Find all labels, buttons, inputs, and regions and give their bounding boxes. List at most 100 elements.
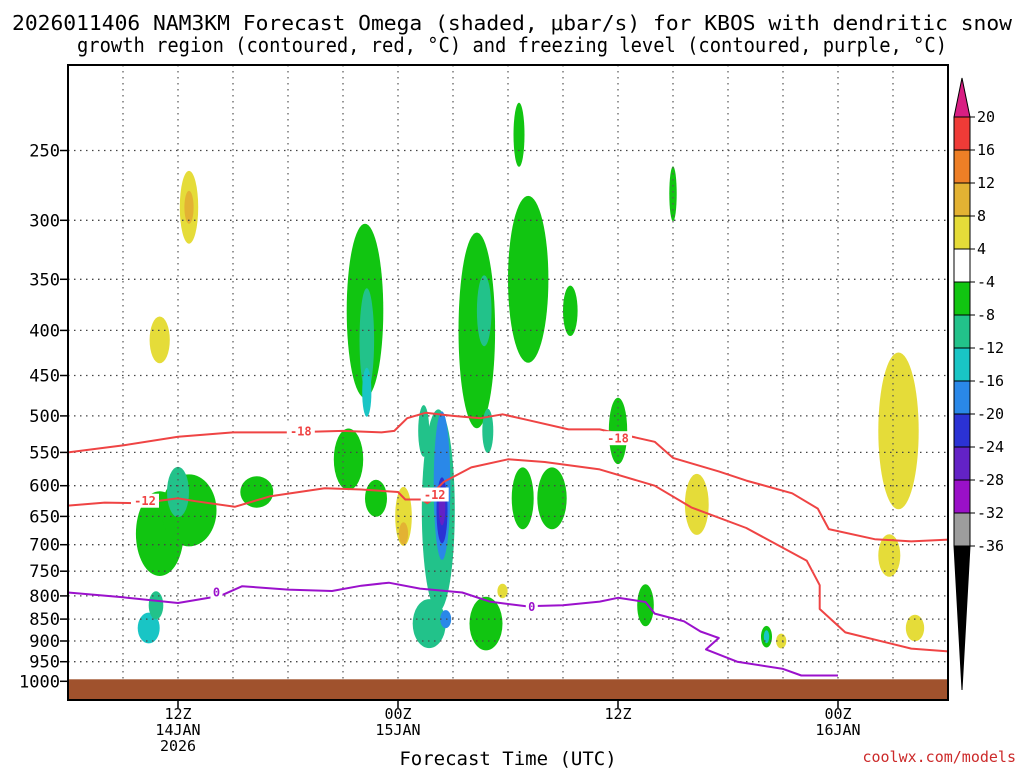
- colorbar-bin-8: [953, 347, 971, 382]
- terrain-fill: [68, 679, 948, 700]
- colorbar-bin-6: [953, 281, 971, 316]
- colorbar-label-6: -8: [977, 306, 995, 324]
- y-tick-label-650: 650: [29, 507, 60, 527]
- x-tick-label-12-2: 2026: [160, 737, 196, 755]
- omega-cell-28: [508, 195, 549, 363]
- contour-label-bg-1: [604, 431, 632, 446]
- omega-cell-38: [763, 630, 770, 644]
- y-tick-label-350: 350: [29, 270, 60, 290]
- omega-cell-35: [669, 166, 677, 222]
- omega-cell-24: [476, 275, 492, 347]
- omega-cell-21: [412, 599, 446, 649]
- contour-label-bg-6: [1007, 655, 1024, 669]
- omega-cell-2: [149, 316, 170, 364]
- omega-cell-33: [608, 397, 628, 465]
- omega-cell-29: [513, 102, 525, 167]
- colorbar-bin-10: [953, 413, 971, 448]
- plot-area: -18-18-18-18-12-12-1200: [68, 65, 1024, 700]
- omega-cell-10: [359, 288, 375, 392]
- colorbar-bin-5: [953, 248, 971, 283]
- y-tick-label-950: 950: [29, 653, 60, 673]
- colorbar-label-9: -20: [977, 405, 1004, 423]
- x-tick-label-24-1: 15JAN: [375, 721, 420, 739]
- colorbar-label-4: 4: [977, 240, 986, 258]
- contour-dgz-lower: [68, 458, 948, 653]
- omega-cell-41: [878, 534, 901, 577]
- colorbar-bin-3: [953, 182, 971, 217]
- contour-label-6: -12: [1010, 655, 1024, 669]
- omega-cell-15: [398, 522, 409, 545]
- colorbar-label-3: 8: [977, 207, 986, 225]
- contour-freezing-level: [68, 581, 838, 677]
- omega-cell-27: [497, 583, 508, 599]
- contour-label-bg-4: [131, 493, 159, 508]
- colorbar-bin-13: [953, 512, 971, 547]
- y-tick-label-1000: 1000: [19, 672, 60, 692]
- x-axis-label: Forecast Time (UTC): [399, 748, 616, 768]
- colorbar-label-12: -32: [977, 504, 1004, 522]
- omega-cell-31: [537, 467, 567, 530]
- y-tick-label-300: 300: [29, 211, 60, 231]
- omega-cell-22: [440, 610, 452, 629]
- colorbar-bin-1: [953, 116, 971, 151]
- x-tick-label-12-0: 12Z: [164, 705, 191, 723]
- omega-cell-32: [563, 285, 578, 336]
- y-tick-label-550: 550: [29, 443, 60, 463]
- colorbar-bin-9: [953, 380, 971, 415]
- y-tick-label-850: 850: [29, 610, 60, 630]
- colorbar-label-0: 20: [977, 108, 995, 126]
- contour-label-7: 0: [213, 586, 220, 600]
- omega-cell-36: [684, 473, 709, 535]
- chart-title-line1: 2026011406 NAM3KM Forecast Omega (shaded…: [12, 11, 1013, 35]
- x-tick-label-48-0: 00Z: [824, 705, 851, 723]
- omega-cell-40: [878, 352, 919, 510]
- y-tick-label-750: 750: [29, 562, 60, 582]
- omega-cell-12: [333, 428, 364, 491]
- omega-cell-8: [240, 476, 274, 508]
- colorbar-bin-7: [953, 314, 971, 349]
- contour-label-8: 0: [528, 600, 535, 614]
- colorbar-cap-bottom: [953, 545, 971, 691]
- y-tick-label-250: 250: [29, 142, 60, 162]
- colorbar-bin-11: [953, 446, 971, 481]
- contour-label-bg-7: [210, 585, 223, 599]
- colorbar-cap-top: [953, 77, 971, 118]
- colorbar-label-5: -4: [977, 273, 995, 291]
- grid-lines: [68, 65, 948, 700]
- colorbar-label-10: -24: [977, 438, 1004, 456]
- colorbar-label-11: -28: [977, 471, 1004, 489]
- contour-label-4: -12: [134, 494, 156, 508]
- colorbar-bin-2: [953, 149, 971, 184]
- y-tick-label-450: 450: [29, 367, 60, 387]
- watermark: coolwx.com/models: [862, 748, 1016, 766]
- colorbar: 20 16 12 8 4 -4 -8 -12 -16 -20 -24 -28 -32 -36: [953, 77, 1004, 691]
- colorbar-label-8: -16: [977, 372, 1004, 390]
- colorbar-label-13: -36: [977, 537, 1004, 555]
- y-tick-label-900: 900: [29, 632, 60, 652]
- y-axis-ticks: 2503003504004505005506006507007508008509…: [19, 142, 68, 692]
- y-tick-label-600: 600: [29, 477, 60, 497]
- omega-cell-39: [776, 633, 787, 649]
- colorbar-label-2: 12: [977, 174, 995, 192]
- contour-labels: -18-18-18-18-12-12-1200: [131, 423, 1024, 669]
- omega-cell-1: [184, 190, 194, 224]
- contour-label-bg-5: [420, 487, 449, 502]
- omega-cell-30: [511, 467, 534, 530]
- x-tick-label-12-1: 14JAN: [155, 721, 200, 739]
- x-tick-label-24-0: 00Z: [384, 705, 411, 723]
- colorbar-label-1: 16: [977, 141, 995, 159]
- x-tick-label-36-0: 12Z: [604, 705, 631, 723]
- x-tick-label-48-1: 16JAN: [815, 721, 860, 739]
- contour-label-3: -18: [981, 615, 1003, 629]
- chart-title-line2: growth region (contoured, red, °C) and f…: [77, 33, 947, 57]
- omega-cell-26: [469, 596, 503, 651]
- omega-shading: [135, 102, 925, 651]
- contour-dgz-upper: [68, 411, 948, 543]
- contour-label-1: -18: [607, 432, 629, 446]
- colorbar-bin-4: [953, 215, 971, 250]
- omega-cell-25: [482, 408, 494, 453]
- colorbar-bin-12: [953, 479, 971, 514]
- omega-cell-5: [137, 612, 160, 644]
